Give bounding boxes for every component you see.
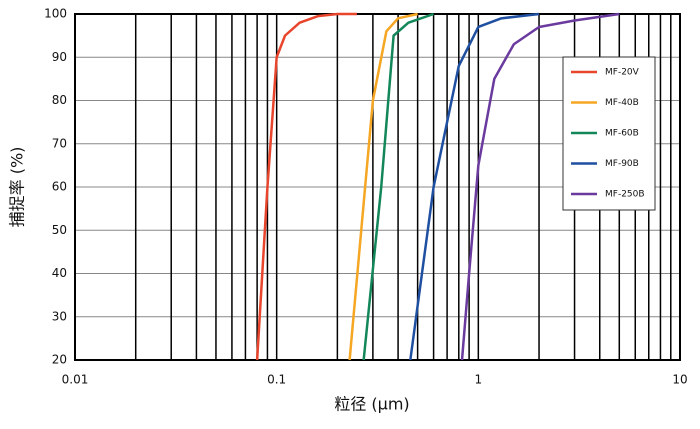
x-tick-label: 0.1 — [267, 373, 286, 387]
series-line — [362, 12, 434, 361]
series-line — [348, 12, 418, 361]
legend-label: MF-60B — [605, 129, 639, 139]
x-tick-label: 10 — [672, 373, 687, 387]
y-tick-label: 20 — [52, 353, 67, 367]
x-tick-label: 1 — [475, 373, 483, 387]
y-tick-label: 30 — [52, 309, 67, 323]
legend-label: MF-90B — [605, 159, 639, 169]
x-tick-label: 0.01 — [62, 373, 89, 387]
y-tick-label: 100 — [44, 7, 67, 21]
legend-label: MF-250B — [605, 190, 645, 200]
series-line — [255, 12, 357, 361]
series-line — [460, 12, 620, 361]
y-axis-label: 捕捉率 (%) — [8, 147, 27, 228]
y-tick-label: 50 — [52, 223, 67, 237]
y-tick-label: 80 — [52, 93, 67, 107]
x-axis-label: 粒径 (μm) — [334, 395, 409, 414]
y-tick-label: 70 — [52, 136, 67, 150]
series-line — [409, 12, 540, 361]
y-tick-label: 40 — [52, 266, 67, 280]
y-tick-label: 60 — [52, 180, 67, 194]
legend-label: MF-20V — [605, 68, 640, 78]
y-tick-label: 90 — [52, 50, 67, 64]
legend-label: MF-40B — [605, 98, 639, 108]
plot-frame — [74, 13, 681, 361]
